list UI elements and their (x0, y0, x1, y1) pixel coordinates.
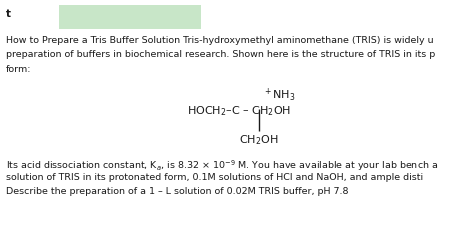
Text: $^+$NH$_3$: $^+$NH$_3$ (263, 87, 296, 104)
Text: Describe the preparation of a 1 – L solution of 0.02M TRIS buffer, pH 7.8: Describe the preparation of a 1 – L solu… (6, 187, 348, 196)
Text: CH$_2$OH: CH$_2$OH (239, 134, 279, 147)
Bar (59, 5, 201, 29)
Text: form:: form: (6, 65, 31, 74)
Text: Its acid dissociation constant, K$_a$, is 8.32 × 10$^{-9}$ M. You have available: Its acid dissociation constant, K$_a$, i… (6, 158, 438, 173)
Text: How to Prepare a Tris Buffer Solution Tris-hydroxymethyl aminomethane (TRIS) is : How to Prepare a Tris Buffer Solution Tr… (6, 36, 433, 45)
Text: preparation of buffers in biochemical research. Shown here is the structure of T: preparation of buffers in biochemical re… (6, 50, 435, 59)
Text: solution of TRIS in its protonated form, 0.1M solutions of HCl and NaOH, and amp: solution of TRIS in its protonated form,… (6, 173, 423, 182)
Text: HOCH$_2$–C – CH$_2$OH: HOCH$_2$–C – CH$_2$OH (187, 104, 292, 118)
Text: t: t (6, 9, 11, 19)
